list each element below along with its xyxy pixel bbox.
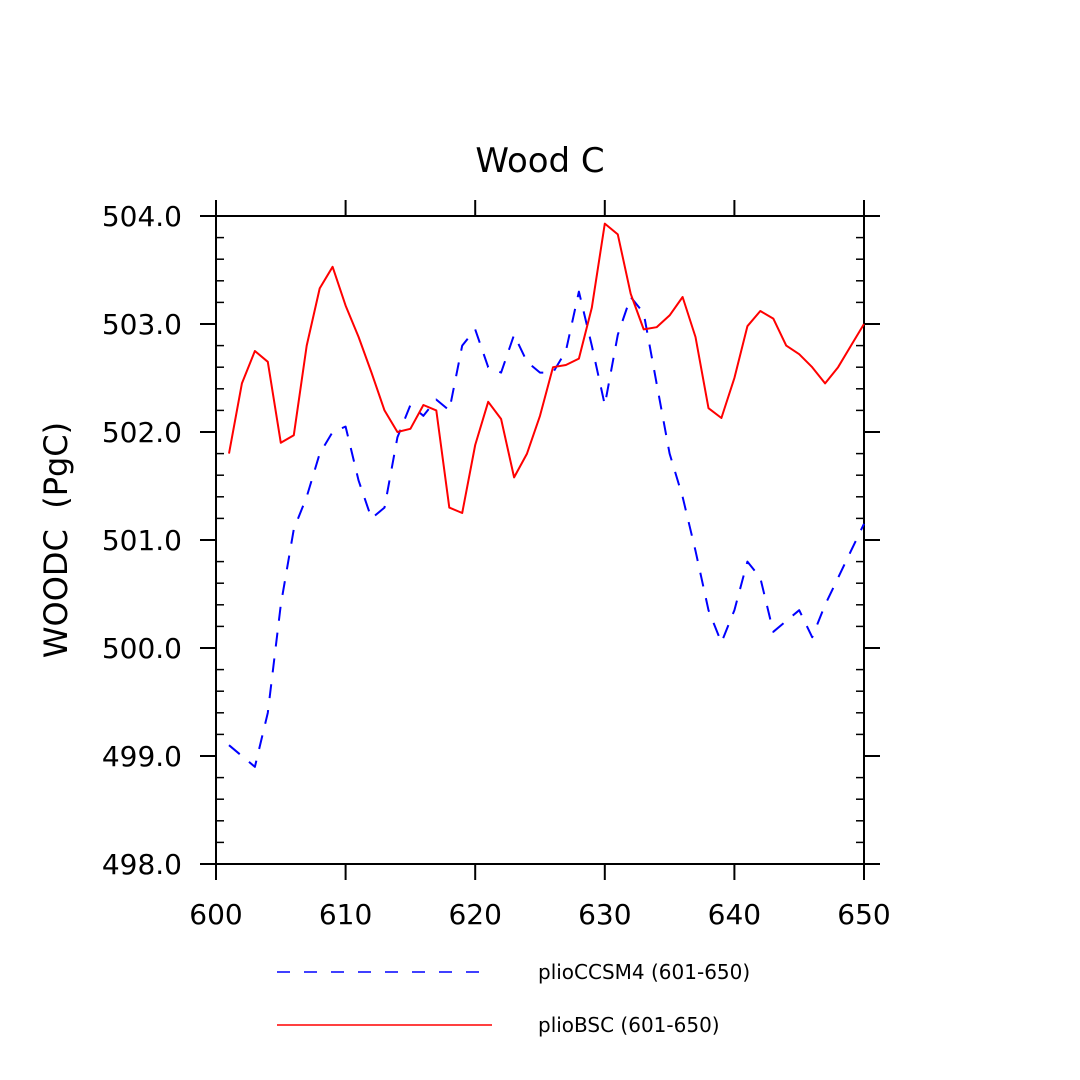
legend-label: plioBSC (601-650) bbox=[538, 1013, 720, 1037]
x-tick-label: 610 bbox=[319, 898, 372, 931]
x-tick-label: 640 bbox=[708, 898, 761, 931]
y-axis-label: WOODC (PgC) bbox=[37, 422, 75, 658]
y-tick-label: 503.0 bbox=[102, 308, 182, 341]
y-tick-label: 502.0 bbox=[102, 416, 182, 449]
x-tick-label: 650 bbox=[837, 898, 890, 931]
series-line-plioccsm4 bbox=[228, 290, 865, 768]
y-tick-label: 501.0 bbox=[102, 524, 182, 557]
y-tick-label: 499.0 bbox=[102, 740, 182, 773]
y-tick-label: 504.0 bbox=[102, 200, 182, 233]
legend-label: plioCCSM4 (601-650) bbox=[538, 960, 750, 984]
chart-title: Wood C bbox=[475, 141, 604, 181]
legend: plioCCSM4 (601-650) plioBSC (601-650) bbox=[277, 960, 750, 1037]
y-tick-label: 500.0 bbox=[102, 632, 182, 665]
axis-tick-labels: 600 610 620 630 640 650 498.0 499.0 500.0 501.0 50… bbox=[102, 200, 891, 931]
series-lines bbox=[228, 222, 865, 768]
axis-ticks bbox=[200, 200, 880, 880]
y-tick-label: 498.0 bbox=[102, 848, 182, 881]
x-tick-label: 600 bbox=[189, 898, 242, 931]
x-tick-label: 620 bbox=[448, 898, 501, 931]
series-line-pliobsc bbox=[228, 222, 865, 514]
x-tick-label: 630 bbox=[578, 898, 631, 931]
